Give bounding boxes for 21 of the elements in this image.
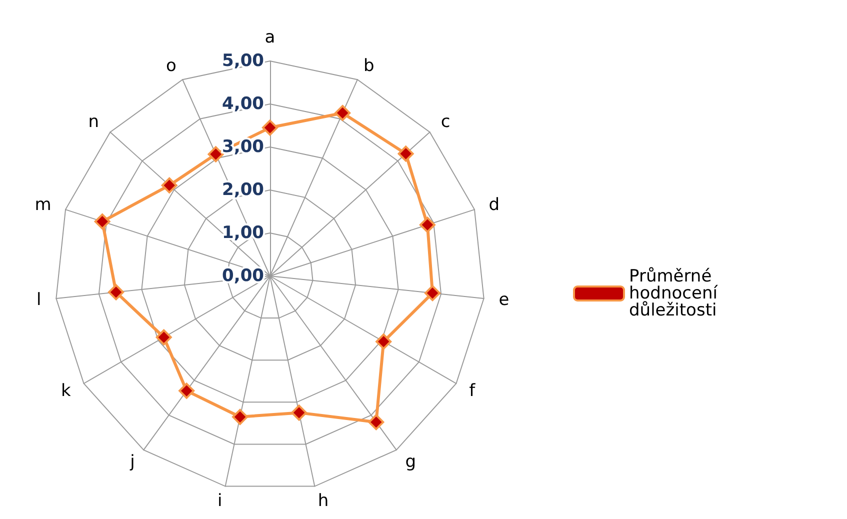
- spoke-label: g: [405, 452, 416, 472]
- spoke-label: h: [318, 490, 329, 511]
- spoke-label: d: [488, 194, 500, 215]
- legend-label: Průměrné hodnocení důležitosti: [629, 266, 723, 320]
- spoke-label: e: [498, 290, 510, 310]
- spoke-label: k: [60, 381, 71, 401]
- y-tick-label: 5,00: [222, 51, 264, 71]
- y-tick-label: 4,00: [222, 94, 264, 114]
- y-tick-label: 2,00: [222, 180, 264, 200]
- y-tick-label: 0,00: [222, 266, 264, 286]
- spoke-label: j: [129, 452, 135, 472]
- spoke-label: n: [88, 112, 100, 132]
- spoke-label: m: [34, 194, 52, 215]
- spoke-label: o: [166, 56, 176, 76]
- y-tick-label: 1,00: [222, 223, 264, 243]
- spoke-label: a: [264, 28, 276, 48]
- spoke-label: l: [36, 290, 42, 310]
- spoke-label: i: [217, 490, 222, 511]
- spoke-label: c: [440, 112, 450, 132]
- spoke-label: b: [364, 56, 374, 76]
- spoke-label: f: [469, 381, 476, 401]
